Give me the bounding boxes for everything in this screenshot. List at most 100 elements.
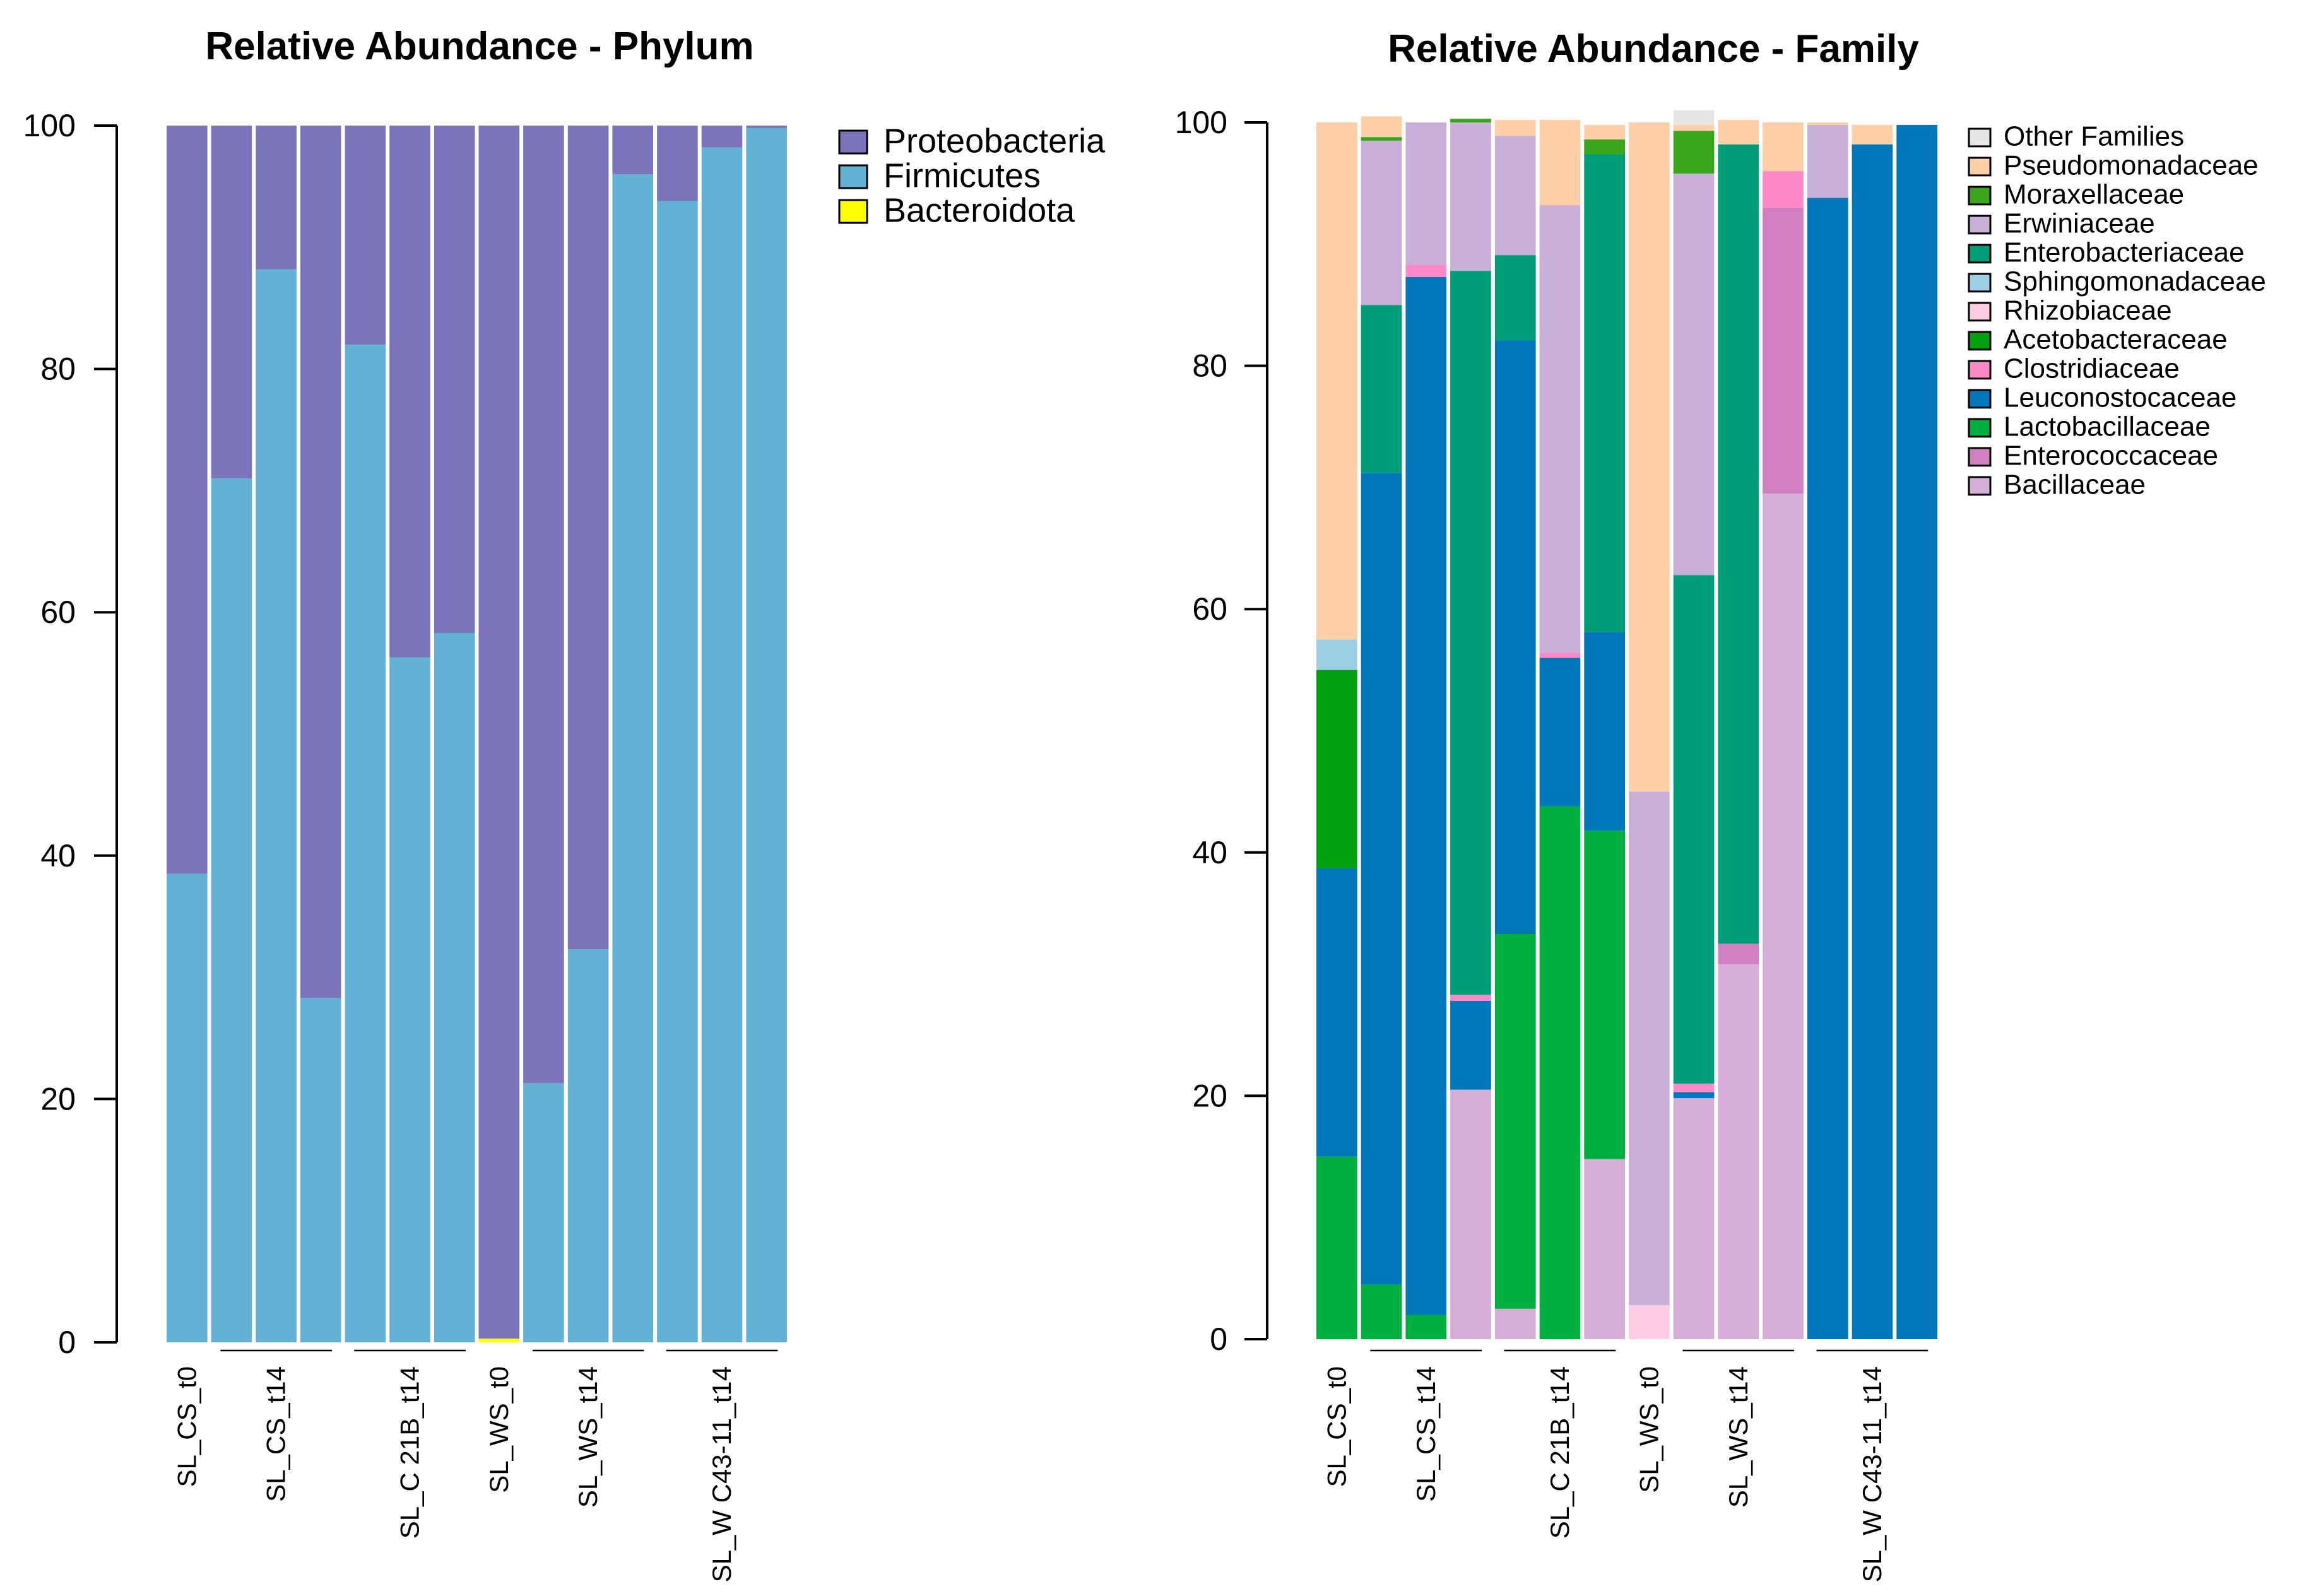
bar-segment [657, 201, 698, 1342]
bar-segment [1584, 831, 1625, 1159]
legend-label: Other Families [2004, 121, 2184, 152]
legend-label: Erwiniaceae [2004, 208, 2155, 239]
y-tick-label: 60 [1192, 591, 1227, 627]
y-tick-label: 0 [58, 1325, 76, 1360]
bar-segment [1361, 1284, 1402, 1339]
bar-segment [167, 126, 208, 874]
chart-panel-2: Relative Abundance - Family 0 20 40 60 80 100 S… [1175, 27, 2266, 1582]
y-tick-label: 100 [1175, 105, 1227, 140]
bar-segment [523, 126, 564, 1084]
chart-title: Relative Abundance - Family [1388, 27, 1919, 71]
bar-segment [1584, 154, 1625, 632]
y-tick-label: 20 [1192, 1078, 1227, 1113]
bar-segment [612, 126, 653, 175]
bar-segment [1450, 995, 1491, 1001]
chart-title: Relative Abundance - Phylum [205, 25, 753, 68]
bar-segment [1405, 264, 1447, 277]
bar-segment [1316, 670, 1357, 868]
bar-segment [1807, 122, 1848, 125]
bar-segment [523, 1083, 564, 1342]
chart-panel-1: Relative Abundance - Phylum 0 20 40 60 80 100 S… [23, 25, 1106, 1582]
bar-segment [1673, 124, 1715, 131]
bar-segment [1673, 575, 1715, 1084]
y-tick-label: 0 [1210, 1321, 1227, 1357]
legend-swatch [1968, 127, 1992, 148]
bar-segment [1494, 255, 1536, 341]
bar-segment [256, 126, 297, 269]
bar-segment [1450, 1001, 1491, 1090]
bar-segment [1896, 124, 1937, 1339]
bar-segment [746, 127, 787, 1342]
bar-segment [1361, 116, 1402, 138]
bar-segment [1763, 208, 1804, 494]
bar-segment [1718, 943, 1759, 965]
bar-segment [1673, 174, 1715, 576]
legend-swatch [1968, 360, 1992, 380]
legend-swatch [838, 199, 868, 224]
bar-segment [701, 126, 743, 148]
bar-segment [1629, 1305, 1670, 1339]
bar-segment [1450, 122, 1491, 271]
bar-segment [1718, 120, 1759, 145]
bar-segment [657, 126, 698, 201]
x-group-label: SL_WS_t0 [484, 1366, 514, 1493]
x-group-label: SL_C 21B_t14 [1545, 1366, 1574, 1539]
bar-segment [434, 633, 475, 1342]
bar-segment [1539, 205, 1581, 653]
legend-label: Firmicutes [883, 157, 1041, 194]
bar-segment [1718, 144, 1759, 944]
bar-segment [1539, 806, 1581, 1339]
bar-segment [345, 345, 386, 1342]
y-tick-label: 80 [1192, 348, 1227, 384]
legend-swatch [1968, 273, 1992, 293]
legend-label: Pseudomonadaceae [2004, 150, 2259, 181]
bar-segment [1763, 171, 1804, 208]
bar-segment [1852, 124, 1893, 145]
y-tick-label: 60 [40, 594, 76, 630]
bar-segment [1763, 122, 1804, 172]
legend-swatch [1968, 476, 1992, 496]
legend-swatch [838, 164, 868, 189]
bar-segment [1450, 119, 1491, 122]
bar-segment [1539, 658, 1581, 807]
bar-segment [478, 1339, 520, 1342]
legend-label: Lactobacillaceae [2004, 411, 2211, 442]
bar-segment [1584, 139, 1625, 155]
legend-swatch [1968, 302, 1992, 322]
bar-segment [300, 998, 341, 1342]
bar-segment [389, 657, 430, 1342]
legend-label: Sphingomonadaceae [2004, 266, 2266, 297]
bar-segment [434, 126, 475, 633]
x-group-label: SL_CS_t0 [172, 1366, 201, 1487]
bar-segment [1673, 131, 1715, 174]
bar-segment [211, 478, 252, 1342]
y-tick-label: 40 [1192, 835, 1227, 870]
bar-segment [1494, 1308, 1536, 1339]
bar-segment [1494, 934, 1536, 1309]
legend-swatch [1968, 389, 1992, 409]
bar-segment [567, 126, 609, 950]
bar-segment [1405, 276, 1447, 1315]
bar-segment [1673, 110, 1715, 125]
x-group-label: SL_CS_t14 [261, 1366, 291, 1502]
y-tick-label: 100 [23, 108, 76, 143]
legend-label: Bacteroidota [883, 191, 1075, 229]
x-group-label: SL_C 21B_t14 [395, 1366, 425, 1539]
legend-label: Enterococcaceae [2004, 440, 2218, 471]
bar-segment [1539, 653, 1581, 658]
legend-label: Rhizobiaceae [2004, 295, 2172, 326]
bar-segment [1673, 1084, 1715, 1092]
x-group-label: SL_CS_t0 [1321, 1366, 1351, 1487]
bar-segment [1361, 140, 1402, 305]
bar-segment [1807, 124, 1848, 198]
x-group-label: SL_W C43-11_t14 [1857, 1366, 1887, 1582]
legend-label: Proteobacteria [883, 122, 1106, 160]
bar-segment [389, 126, 430, 658]
y-tick-label: 20 [40, 1081, 76, 1116]
bar-segment [478, 126, 520, 1339]
bar-segment [1584, 1159, 1625, 1339]
bar-segment [1763, 494, 1804, 1339]
bar-segment [1405, 122, 1447, 265]
x-group-label: SL_WS_t14 [573, 1366, 603, 1508]
bar-segment [1584, 124, 1625, 139]
